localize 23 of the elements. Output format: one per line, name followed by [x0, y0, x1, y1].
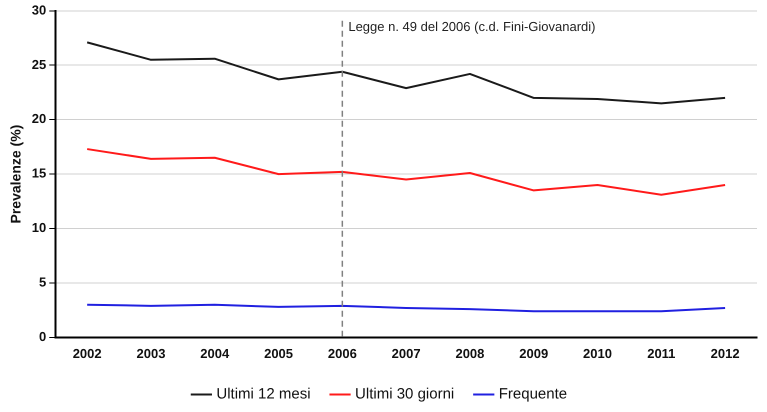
- x-tick-label: 2009: [519, 346, 548, 361]
- x-tick-label: 2012: [710, 346, 740, 361]
- y-tick-label: 5: [39, 274, 46, 290]
- x-tick-label: 2011: [647, 346, 676, 361]
- x-tick-label: 2006: [328, 346, 357, 361]
- x-tick-label: 2002: [72, 346, 102, 361]
- legend-label: Ultimi 30 giorni: [355, 386, 454, 403]
- ref-line-label: Legge n. 49 del 2006 (c.d. Fini-Giovanardi): [348, 18, 596, 34]
- y-tick-label: 15: [32, 166, 46, 181]
- y-tick-label: 0: [39, 328, 46, 344]
- y-tick-label: 30: [32, 2, 46, 18]
- x-tick-label: 2005: [264, 346, 293, 361]
- x-tick-label: 2004: [200, 346, 230, 361]
- y-tick-label: 20: [32, 111, 46, 126]
- x-tick-label: 2003: [136, 346, 166, 361]
- x-tick-label: 2008: [455, 346, 484, 361]
- x-tick-label: 2010: [583, 346, 612, 361]
- y-tick-label: 10: [32, 220, 46, 236]
- legend-label: Frequente: [498, 386, 568, 403]
- legend-label: Ultimi 12 mesi: [216, 386, 311, 403]
- x-tick-label: 2007: [392, 346, 421, 361]
- y-axis-title: Prevalenze (%): [7, 124, 24, 224]
- y-tick-label: 25: [32, 56, 46, 72]
